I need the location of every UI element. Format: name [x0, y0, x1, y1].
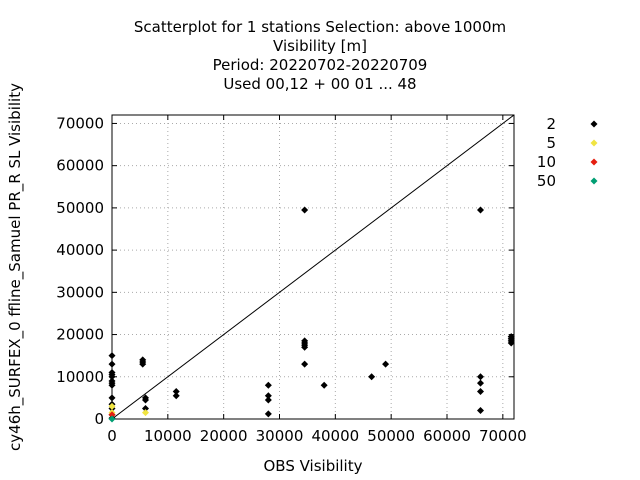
legend-label-10: 10: [537, 153, 556, 171]
x-tick-label: 40000: [311, 427, 359, 445]
data-point-2: [477, 379, 484, 387]
chart-title-line-4: Used 00,12 + 00 01 ... 48: [223, 75, 417, 93]
x-axis-label: OBS Visibility: [264, 457, 363, 475]
legend-label-5: 5: [546, 134, 556, 152]
legend-label-2: 2: [546, 115, 556, 133]
data-point-2: [172, 388, 180, 396]
data-point-2: [477, 388, 484, 396]
x-tick-label: 10000: [144, 427, 192, 445]
legend-marker-10: [590, 158, 598, 166]
data-point-2: [139, 360, 147, 368]
data-point-2: [108, 360, 116, 368]
y-tick-label: 70000: [56, 114, 104, 132]
y-tick-label: 20000: [56, 326, 104, 344]
data-point-2: [264, 396, 272, 404]
data-point-2: [301, 206, 309, 214]
y-tick-label: 30000: [56, 283, 104, 301]
legend-marker-50: [590, 177, 598, 185]
data-point-2: [264, 381, 272, 389]
data-point-2: [301, 360, 309, 368]
one-to-one-line: [111, 114, 515, 420]
diagonal-line: [111, 114, 515, 420]
x-tick-label: 50000: [367, 427, 415, 445]
data-point-50: [108, 415, 116, 423]
y-tick-label: 10000: [56, 368, 104, 386]
data-point-2: [142, 404, 149, 412]
x-tick-label: 70000: [479, 427, 527, 445]
data-point-2: [142, 396, 149, 404]
x-tick-label: 30000: [256, 427, 304, 445]
y-tick-label: 0: [94, 410, 104, 428]
chart-title-line-2: Visibility [m]: [273, 37, 367, 55]
y-tick-label: 50000: [56, 199, 104, 217]
data-point-2: [320, 381, 328, 389]
data-point-2: [172, 392, 180, 400]
data-point-2: [108, 381, 116, 389]
data-point-2: [477, 407, 484, 415]
data-point-2: [108, 394, 116, 402]
axis-ticks: 0 10000 20000 30000 40000 50000 60000 70000 0 100…: [56, 114, 526, 445]
data-point-2: [264, 410, 272, 418]
y-axis-label: cy46h_SURFEX_0 ffline_Samuel PR_R SL Vis…: [6, 83, 25, 451]
data-point-2: [301, 343, 309, 351]
x-tick-label: 20000: [200, 427, 248, 445]
grid: [112, 115, 514, 419]
data-point-2: [477, 373, 484, 381]
data-point-2: [368, 373, 376, 381]
data-point-2: [108, 373, 116, 381]
chart-title-line-3: Period: 20220702-20220709: [212, 56, 428, 74]
plot-area-frame: [111, 114, 515, 420]
data-point-5: [108, 402, 116, 410]
data-point-10: [108, 411, 116, 419]
legend-marker-5: [590, 139, 598, 147]
data-point-2: [264, 392, 272, 400]
data-point-2: [108, 352, 116, 360]
y-tick-label: 60000: [56, 157, 104, 175]
y-tick-label: 40000: [56, 241, 104, 259]
legend-marker-2: [590, 120, 598, 128]
legend-label-50: 50: [537, 172, 556, 190]
data-point-2: [507, 339, 515, 347]
x-tick-label: 60000: [423, 427, 471, 445]
data-point-2: [382, 360, 390, 368]
data-points: [108, 206, 515, 423]
chart-title-line-1: Scatterplot for 1 stations Selection: ab…: [133, 18, 507, 36]
x-tick-label: 0: [107, 427, 117, 445]
data-point-5: [142, 409, 149, 417]
data-point-2: [477, 206, 484, 214]
